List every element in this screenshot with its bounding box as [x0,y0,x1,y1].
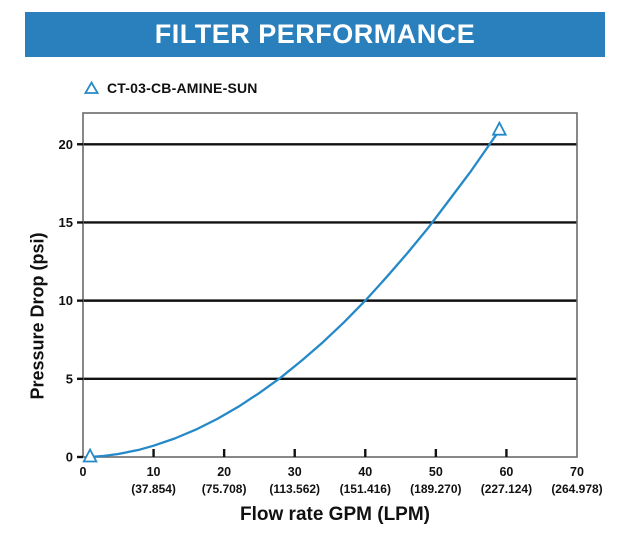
x-tick-label-gpm-20: 20 [217,465,231,479]
y-tick-label-10: 10 [59,293,73,308]
series-curve [88,129,501,459]
x-tick-label-gpm-70: 70 [570,465,584,479]
x-tick-label-gpm-10: 10 [147,465,161,479]
x-tick-label-lpm-10: (37.854) [131,482,176,496]
x-tick-label-lpm-60: (227.124) [481,482,532,496]
y-tick-label-20: 20 [59,137,73,152]
legend-triangle-marker-icon [84,81,99,94]
x-tick-label-gpm-50: 50 [429,465,443,479]
x-tick-label-lpm-70: (264.978) [551,482,602,496]
x-tick-label-gpm-40: 40 [358,465,372,479]
x-tick-label-lpm-40: (151.416) [340,482,391,496]
legend: CT-03-CB-AMINE-SUN [84,80,258,96]
plot-border [82,112,578,458]
x-tick-label-gpm-0: 0 [80,465,87,479]
x-tick-label-gpm-60: 60 [499,465,513,479]
x-tick-label-lpm-50: (189.270) [410,482,461,496]
chart-title: FILTER PERFORMANCE [154,19,476,49]
x-tick-label-gpm-30: 30 [288,465,302,479]
data-point-marker [491,120,508,136]
y-tick-label-0: 0 [66,450,73,465]
y-tick-label-15: 15 [59,215,73,230]
legend-series-label: CT-03-CB-AMINE-SUN [107,80,258,96]
x-tick-label-lpm-30: (113.562) [269,482,320,496]
chart-title-bar: FILTER PERFORMANCE [25,12,605,57]
x-axis-title: Flow rate GPM (LPM) [240,504,430,525]
data-point-marker [82,447,98,463]
y-tick-label-5: 5 [66,371,73,386]
x-tick-label-lpm-20: (75.708) [202,482,247,496]
